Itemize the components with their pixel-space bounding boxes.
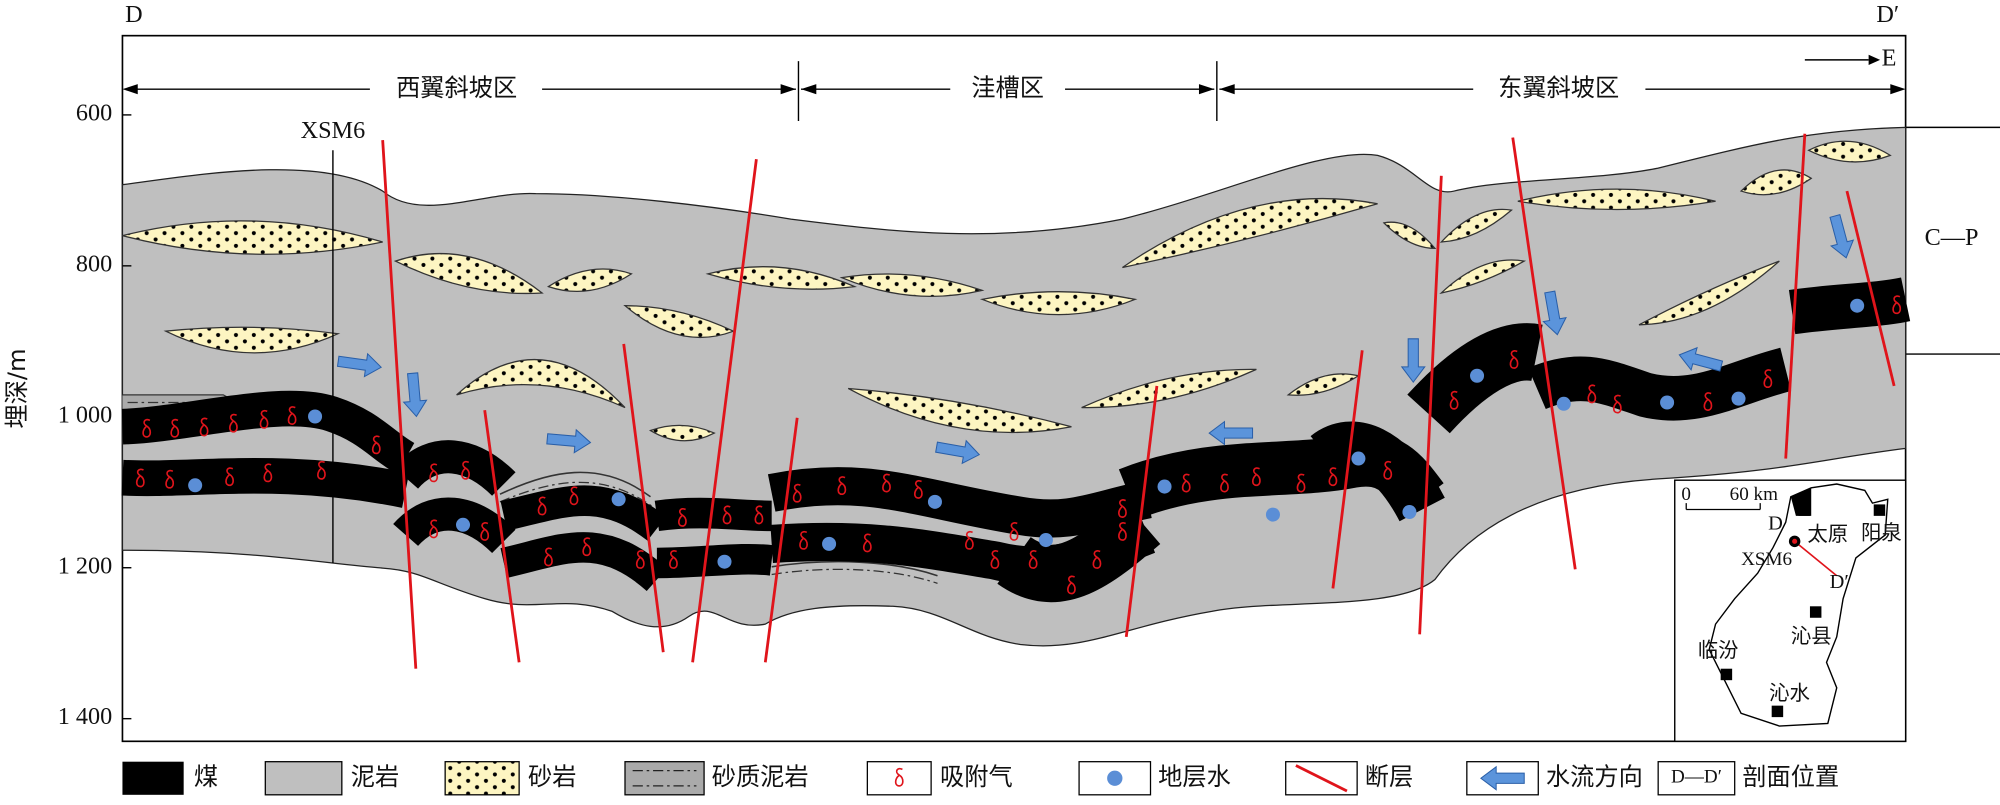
sandstone-lens	[1122, 197, 1378, 269]
water-dot	[822, 536, 837, 551]
water-dot	[927, 494, 942, 509]
tick-label: 1 400	[58, 703, 113, 730]
sandstone-lens	[1807, 140, 1892, 163]
tick-label: 1 000	[58, 401, 113, 428]
place-label: 太原	[1807, 522, 1848, 546]
legend-label: 断层	[1365, 763, 1413, 791]
legend-label: 剖面位置	[1742, 763, 1839, 791]
tick-label: 600	[76, 99, 112, 126]
inset-section-start: D	[1768, 512, 1783, 534]
inset-map	[1674, 479, 1907, 743]
sandstone-lenses	[122, 140, 1892, 442]
sandstone-lens	[1439, 208, 1513, 243]
legend-section-symbol: D—D′	[1671, 767, 1722, 788]
sandstone-lens	[1517, 188, 1716, 211]
section-start: D	[125, 1, 142, 28]
sandstone-lens	[393, 252, 544, 295]
zone-label: 东翼斜坡区	[1498, 74, 1619, 102]
place-label: 临汾	[1698, 638, 1739, 662]
scale-start: 0	[1681, 484, 1691, 505]
water-dot	[1660, 395, 1675, 410]
tick-label: 1 200	[58, 552, 113, 579]
section-end: D′	[1876, 1, 1899, 28]
place-label: XSM6	[1741, 549, 1792, 570]
water-dot	[1556, 396, 1571, 411]
sandstone-lens	[1638, 260, 1780, 326]
sandstone-lens	[649, 424, 716, 442]
zone-label: 洼槽区	[971, 74, 1044, 102]
water-dot	[1351, 451, 1366, 466]
place-label: 沁水	[1769, 681, 1810, 705]
sandstone-lens	[1382, 221, 1437, 250]
tick-label: 800	[76, 250, 112, 277]
inset-section-end: D′	[1830, 571, 1849, 593]
sandstone-lens	[979, 291, 1138, 316]
sandstone-lens	[1439, 259, 1527, 295]
water-dot	[611, 492, 626, 507]
direction-label: E	[1882, 44, 1897, 71]
water-dot	[1470, 368, 1485, 383]
water-dot	[1402, 505, 1417, 520]
legend-label: 砂质泥岩	[712, 763, 809, 791]
legend-label: 煤	[194, 763, 218, 791]
sandy-mudstone	[122, 394, 938, 584]
water-dot	[188, 478, 203, 493]
water-dot	[1157, 479, 1172, 494]
sandstone-lens	[1081, 368, 1257, 409]
legend-label: 泥岩	[351, 763, 399, 791]
scale-end: 60 km	[1730, 484, 1778, 505]
zone-label: 西翼斜坡区	[396, 74, 517, 102]
sandstone-lens	[456, 358, 626, 409]
formation-water	[188, 298, 1865, 569]
sandstone-lens	[163, 326, 341, 354]
strata-label: C—P	[1925, 224, 1979, 251]
legend	[122, 761, 1736, 796]
zone-arrowheads	[122, 84, 1906, 95]
axis-title: 埋深/m	[3, 348, 31, 428]
water-dot	[1850, 298, 1865, 313]
sandstone-lens	[705, 266, 857, 290]
water-dot	[717, 554, 732, 569]
water-dot	[1038, 533, 1053, 548]
sandstone-lens	[122, 220, 383, 255]
water-dot	[1265, 507, 1280, 522]
sandstone-lens	[1739, 169, 1813, 196]
sandstone-lens	[847, 387, 1072, 434]
place-label: 沁县	[1791, 624, 1832, 648]
sandstone-lens	[839, 273, 985, 298]
sandstone-lens	[547, 268, 633, 292]
faults	[381, 133, 1896, 669]
zone-lines	[125, 61, 1904, 122]
water-dot	[308, 409, 323, 424]
water-dot	[1731, 391, 1746, 406]
legend-label: 水流方向	[1546, 763, 1643, 791]
depth-axis: 600 800 1 000 1 200 1 400	[58, 99, 132, 730]
direction-arrowhead	[1868, 54, 1881, 65]
water-dot	[455, 517, 471, 532]
legend-label: 砂岩	[528, 763, 576, 791]
place-label: 阳泉	[1861, 521, 1902, 545]
legend-label: 地层水	[1158, 763, 1231, 791]
well-label: XSM6	[301, 117, 366, 144]
legend-label: 吸附气	[940, 763, 1013, 791]
